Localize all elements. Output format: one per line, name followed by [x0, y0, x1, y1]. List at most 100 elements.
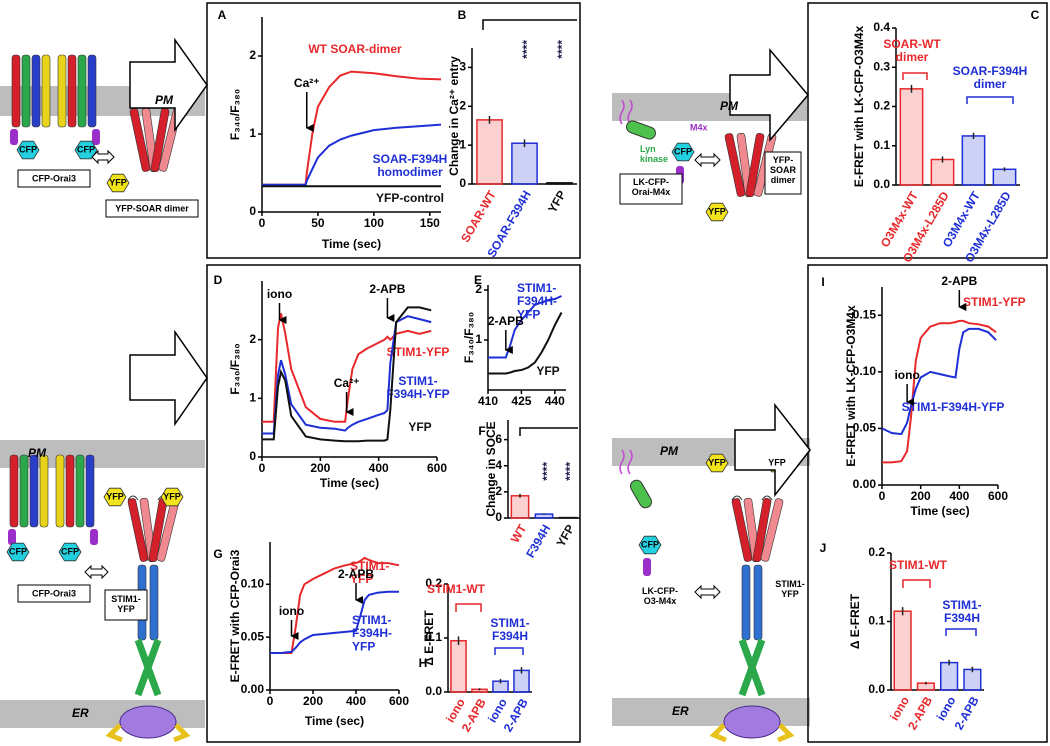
text-line: YFP [352, 640, 375, 654]
series-line [262, 123, 442, 186]
panel-label: B [458, 8, 467, 22]
membrane-label: PM [660, 444, 679, 458]
stim-luminal [119, 705, 177, 739]
text-line: dimer [771, 175, 796, 185]
protein-label: YFP-SOAR dimer [770, 155, 797, 185]
x-tick-label: 600 [427, 461, 447, 475]
fluorophore [638, 535, 662, 555]
bar [450, 639, 467, 693]
text-line: SOAR-F394H [953, 64, 1028, 78]
y-axis-label: Δ E-FRET [422, 610, 436, 666]
orai-helix [19, 454, 29, 528]
group-bracket [455, 603, 482, 612]
y-tick-label: 0.1 [873, 138, 890, 152]
bar [899, 88, 924, 186]
panel-box [807, 2, 1048, 259]
panel-label: G [213, 547, 222, 561]
panel-label: E [474, 273, 482, 287]
bar [476, 119, 503, 185]
x-tick-label: F394H [523, 522, 553, 560]
x-tick-label: WT [508, 522, 530, 546]
event-label: Ca²⁺ [294, 76, 320, 90]
membrane-label: PM [720, 99, 739, 113]
stim-ef [105, 723, 191, 743]
significance-bracket [519, 427, 578, 436]
cfp-label: CFP [641, 539, 659, 549]
soar-helix [724, 133, 746, 197]
x-tick-label: 400 [369, 461, 389, 475]
x-tick-label: YFP [554, 522, 578, 549]
double-arrow [91, 149, 115, 165]
event-label: iono [267, 287, 292, 301]
series-label: YFP [408, 420, 431, 434]
fluorophore [671, 142, 695, 162]
y-tick-label: 2 [475, 282, 482, 296]
text-line: dimer [974, 77, 1007, 91]
y-tick-label: 0.2 [873, 99, 890, 113]
cfp-label: CFP [674, 146, 692, 156]
bar [510, 495, 530, 519]
series-label: STIM1-F394H-YFP [352, 613, 392, 653]
annotation: STIM1-WT [889, 558, 948, 572]
x-tick-label: 0 [259, 461, 266, 475]
y-tick-label: 0 [495, 510, 502, 524]
series-line [882, 319, 997, 464]
annotation: STIM1-F394H [490, 616, 529, 643]
label-box [764, 151, 802, 195]
orai-helix [21, 54, 31, 128]
x-tick-label: 0 [879, 489, 886, 503]
m4x-label: M4x [690, 122, 708, 132]
soar-helix [731, 498, 753, 562]
y-tick-label: 1 [249, 391, 256, 405]
yfp-label: YFP [708, 457, 726, 467]
y-axis-label: E-FRET with LK-CFP-O3M4x [844, 305, 858, 467]
y-tick-label: 0.15 [853, 307, 877, 321]
orai-helix [9, 454, 19, 528]
y-axis-label: Change in SOCE [484, 421, 498, 516]
y-tick-label: 0.10 [241, 576, 265, 590]
lyn-anchor [619, 449, 633, 475]
bar [961, 135, 986, 186]
text-line: SOAR-WT [883, 37, 941, 51]
series-line [270, 590, 399, 654]
lyn-kinase [630, 479, 652, 509]
text-line: O3-M4x [644, 596, 677, 606]
text-line: Lyn [640, 144, 656, 154]
group-bracket [945, 628, 977, 636]
protein-label: STIM1-YFP [775, 579, 805, 599]
y-tick-label: 0.10 [853, 364, 877, 378]
double-arrow [694, 152, 721, 168]
yfp-label: YFP [768, 457, 786, 467]
m4x [643, 558, 651, 576]
x-tick-label: 400 [346, 694, 366, 708]
annotation: **** [563, 462, 577, 481]
big-arrow [734, 402, 811, 498]
event-label: 2-APB [369, 282, 405, 296]
label-box [105, 199, 199, 218]
y-axis-label: F₃₄₀/F₃₈₀ [228, 343, 242, 394]
soar-helix [127, 498, 149, 562]
panel-box [807, 264, 1048, 743]
x-tick-label: 2-APB [905, 694, 935, 732]
text-line: STIM1- [775, 579, 805, 589]
protein-label: CFP-Orai3 [32, 588, 76, 598]
membrane-label: PM [28, 446, 47, 460]
x-axis-label: Time (sec) [305, 714, 364, 728]
double-arrow [84, 564, 109, 580]
annotation: STIM1-F394H [942, 598, 981, 625]
y-tick-label: 0 [249, 449, 256, 463]
series-label: WT SOAR-dimer [308, 42, 402, 56]
diagram-labels: PM CFP CFP CFP-Orai3 YFP YFP-SOAR dimer … [9, 93, 805, 720]
cfp-label: CFP [9, 546, 27, 556]
text-line: F394H-YFP [386, 387, 449, 401]
text-line: F394H- [517, 294, 557, 308]
series-line [881, 327, 997, 436]
series-label: YFP-control [376, 191, 444, 205]
membrane-label: ER [72, 706, 89, 720]
x-tick-label: 50 [311, 216, 325, 230]
kinase-label: Lyn kinase [640, 144, 668, 164]
y-tick-label: 0 [459, 176, 466, 190]
yfp-label: YFP [163, 491, 181, 501]
fluorophore [106, 173, 130, 193]
